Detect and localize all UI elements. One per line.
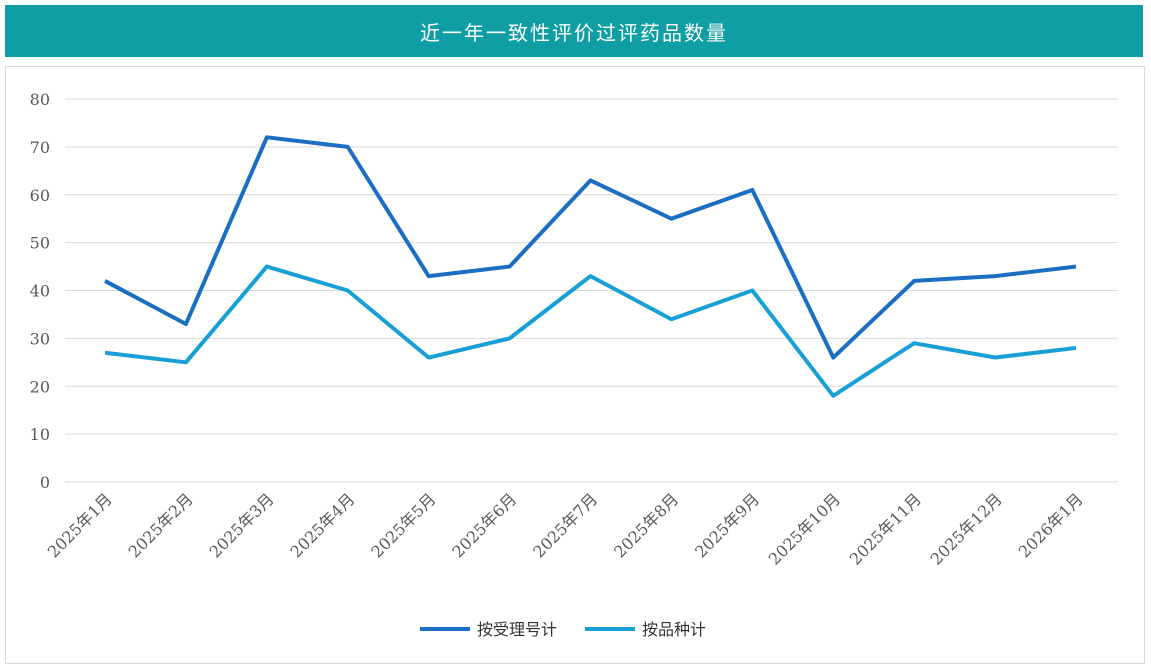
- legend-label: 按受理号计: [477, 620, 557, 639]
- x-tick-label: 2025年8月: [610, 489, 682, 561]
- x-tick-label: 2025年3月: [206, 489, 278, 561]
- legend-label: 按品种计: [642, 620, 706, 639]
- chart-area: [5, 66, 1145, 664]
- y-tick-label: 80: [30, 90, 50, 109]
- x-tick-label: 2025年9月: [691, 489, 763, 561]
- x-tick-label: 2025年2月: [125, 489, 197, 561]
- x-tick-label: 2025年6月: [448, 489, 520, 561]
- chart-title: 近一年一致性评价过评药品数量: [5, 5, 1143, 57]
- x-tick-label: 2025年10月: [765, 489, 844, 568]
- x-tick-label: 2026年1月: [1015, 489, 1087, 561]
- x-tick-label: 2025年7月: [529, 489, 601, 561]
- series-line-1: [104, 135, 1077, 360]
- y-tick-label: 70: [30, 138, 50, 157]
- y-tick-label: 50: [30, 234, 50, 253]
- y-tick-label: 0: [40, 473, 50, 492]
- y-tick-label: 40: [30, 282, 50, 301]
- x-tick-label: 2025年11月: [846, 489, 925, 568]
- y-tick-label: 20: [30, 377, 50, 396]
- y-tick-label: 10: [30, 425, 50, 444]
- series-line-2: [104, 264, 1077, 398]
- x-tick-label: 2025年4月: [287, 489, 359, 561]
- x-tick-label: 2025年12月: [927, 489, 1006, 568]
- x-tick-label: 2025年1月: [44, 489, 116, 561]
- x-tick-label: 2025年5月: [367, 489, 439, 561]
- y-tick-label: 30: [30, 329, 50, 348]
- y-tick-label: 60: [30, 186, 50, 205]
